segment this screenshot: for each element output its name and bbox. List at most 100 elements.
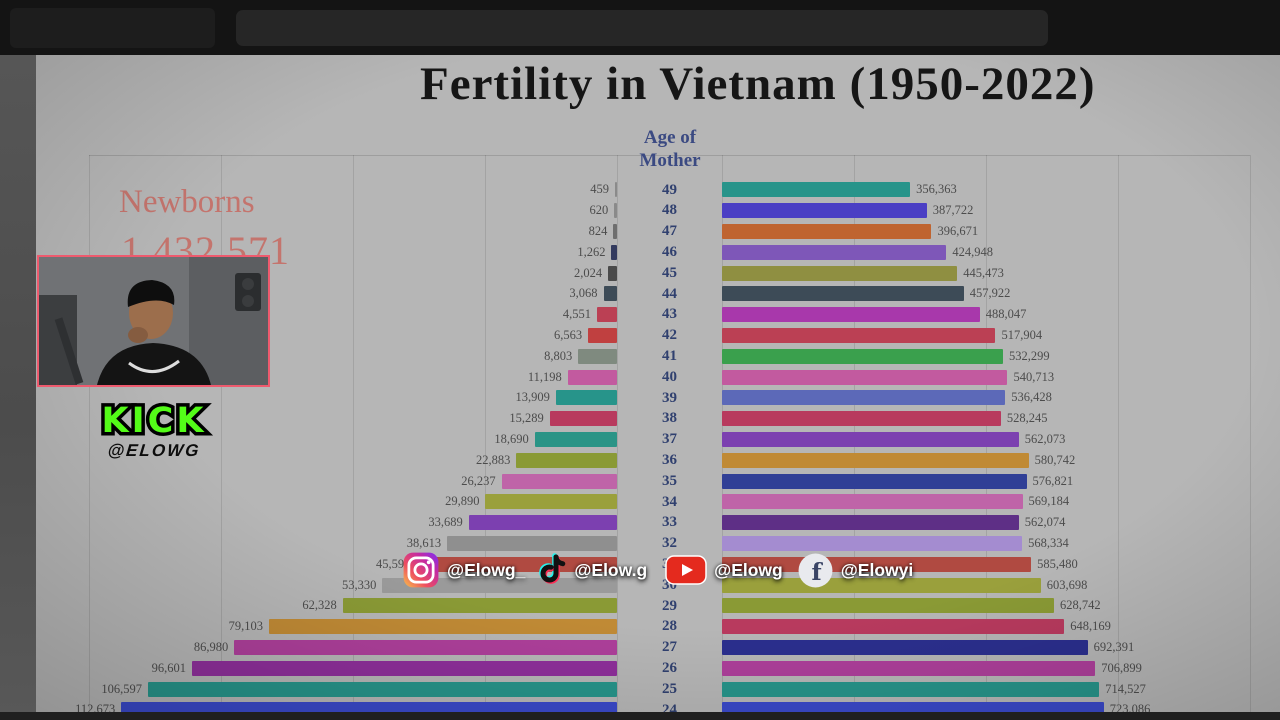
left-value-label: 8,803: [544, 348, 573, 363]
right-value-label: 540,713: [1013, 369, 1055, 384]
left-value-label: 33,689: [428, 515, 463, 530]
left-bar: [613, 224, 617, 239]
right-bar: [722, 265, 958, 281]
left-bar: [603, 286, 617, 302]
left-value-label: 2,024: [573, 265, 603, 280]
right-bar: [722, 660, 1096, 676]
left-bar: [147, 681, 617, 697]
right-bar: [722, 577, 1041, 593]
age-label: 32: [662, 535, 677, 552]
left-value-label: 459: [590, 182, 609, 197]
left-value-label: 96,601: [151, 660, 186, 675]
screen-bottom-edge: [0, 712, 1280, 720]
right-value-label: 585,480: [1037, 556, 1078, 571]
gridline: [485, 155, 486, 712]
newborns-label: Newborns: [119, 184, 255, 220]
right-bar: [722, 369, 1008, 385]
age-label: 26: [662, 659, 677, 676]
age-label: 25: [662, 680, 677, 697]
right-value-label: 562,074: [1024, 515, 1066, 530]
age-label: 38: [662, 410, 677, 427]
left-bar: [611, 244, 617, 260]
right-bar: [722, 619, 1065, 635]
left-bar: [191, 660, 617, 676]
right-bar: [722, 536, 1023, 551]
gridline: [1250, 155, 1251, 712]
left-bar: [234, 640, 617, 655]
right-bar: [722, 244, 947, 260]
right-value-label: 517,904: [1001, 328, 1043, 342]
right-bar: [722, 515, 1019, 531]
gridline: [353, 155, 354, 712]
left-value-label: 15,289: [509, 411, 544, 426]
age-label: 46: [662, 243, 677, 260]
left-value-label: 824: [588, 224, 608, 238]
age-label: 42: [662, 327, 677, 344]
left-bar: [549, 411, 617, 427]
left-bar: [578, 348, 617, 364]
right-bar: [722, 411, 1001, 427]
left-value-label: 1,262: [577, 244, 606, 259]
left-value-label: 4,551: [562, 307, 591, 322]
browser-tab[interactable]: [10, 8, 215, 48]
right-bar: [722, 328, 996, 343]
kick-handle: @ELOWG: [106, 441, 202, 460]
age-label: 43: [662, 306, 677, 323]
left-value-label: 106,597: [101, 681, 142, 696]
gridline: [221, 155, 222, 712]
youtube-icon: [665, 555, 707, 585]
left-bar: [382, 577, 617, 593]
age-label: 40: [662, 368, 677, 385]
left-value-label: 79,103: [228, 619, 263, 634]
right-value-label: 628,742: [1059, 598, 1101, 613]
left-value-label: 53,330: [341, 577, 377, 592]
right-bar: [722, 307, 980, 323]
browser-address-bar[interactable]: [236, 10, 1048, 46]
tiktok-handle: @Elow.g: [574, 559, 648, 580]
browser-chrome-bar: [0, 0, 1280, 55]
right-bar: [722, 681, 1100, 697]
right-bar: [722, 348, 1004, 364]
left-value-label: 6,563: [554, 328, 583, 342]
age-label: 39: [662, 389, 677, 406]
facebook-handle: @Elowyi: [840, 559, 914, 580]
age-label: 45: [662, 264, 677, 281]
left-value-label: 3,068: [569, 286, 598, 301]
right-bar: [722, 224, 932, 239]
left-value-label: 620: [589, 203, 609, 218]
left-bar: [342, 598, 617, 614]
right-bar: [722, 598, 1054, 614]
left-bar: [501, 473, 617, 489]
kick-logo-text: KICK: [102, 401, 207, 441]
kick-logo: KICK: [74, 398, 234, 442]
left-bar: [555, 390, 617, 406]
left-bar: [608, 265, 617, 281]
webcam-overlay: [37, 255, 270, 387]
left-bar: [614, 203, 617, 219]
age-label: 27: [662, 639, 677, 656]
right-value-label: 536,428: [1011, 390, 1052, 405]
right-bar: [722, 640, 1088, 655]
age-label: 36: [662, 451, 677, 468]
right-value-label: 714,527: [1105, 681, 1146, 696]
right-bar: [722, 203, 927, 219]
left-value-label: 45,593: [376, 556, 411, 571]
right-bar: [722, 390, 1006, 406]
right-bar: [722, 286, 964, 302]
right-value-label: 580,742: [1034, 452, 1076, 467]
left-bar: [588, 328, 617, 343]
age-of-mother-header: Age of Mother: [608, 126, 732, 172]
age-label: 47: [662, 223, 677, 240]
right-bar: [722, 432, 1019, 447]
svg-text:f: f: [811, 557, 823, 585]
age-header-line1: Age of: [643, 127, 697, 148]
left-value-label: 86,980: [193, 640, 229, 654]
age-label: 37: [662, 431, 677, 448]
age-label: 34: [662, 493, 677, 510]
age-header-line2: Mother: [639, 150, 701, 171]
tiktok-icon: [539, 553, 566, 584]
right-value-label: 692,391: [1093, 640, 1135, 654]
gridline: [617, 155, 618, 712]
left-bar: [468, 515, 617, 531]
